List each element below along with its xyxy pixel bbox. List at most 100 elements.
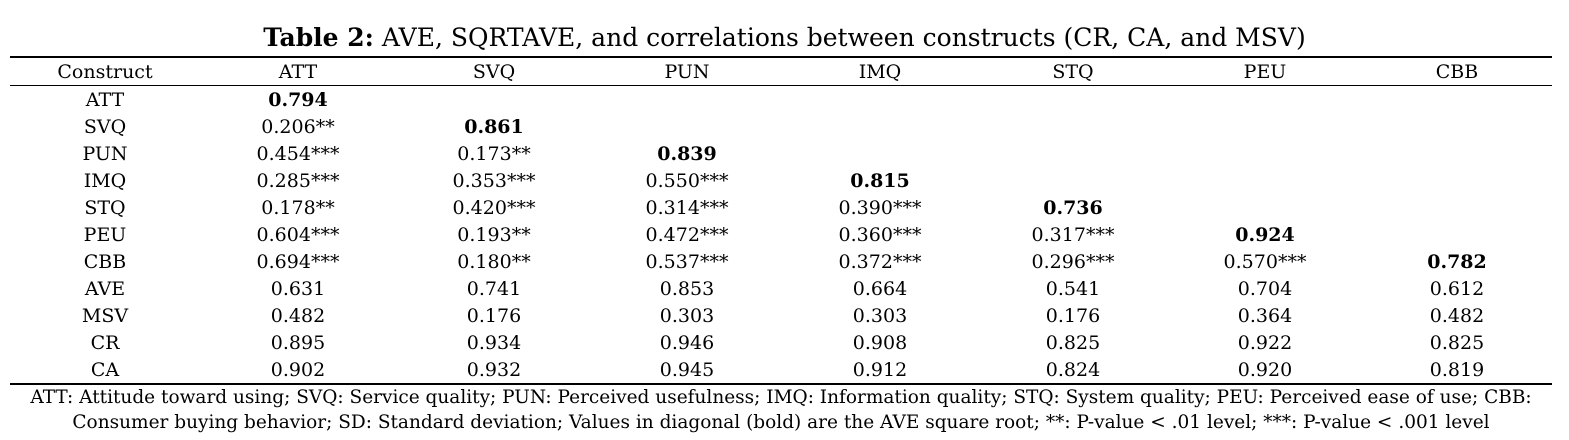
- table-cell: 0.390***: [838, 196, 922, 219]
- table-cell: 0.360***: [838, 223, 922, 246]
- table-row: IMQ 0.285*** 0.353*** 0.550*** 0.815: [10, 167, 1552, 194]
- table-cell: [978, 140, 1168, 167]
- table-cell: 0.825: [1045, 331, 1101, 354]
- table-cell: [1362, 167, 1552, 194]
- table-cell: 0.631: [270, 277, 326, 300]
- table-cell: 0.317***: [1031, 223, 1115, 246]
- table-cell-diagonal: 0.794: [268, 88, 328, 111]
- table-cell: [978, 113, 1168, 140]
- table-row: MSV 0.482 0.176 0.303 0.303 0.176 0.364 …: [10, 302, 1552, 329]
- table-cell-diagonal: 0.861: [464, 115, 524, 138]
- table-cell-diagonal: 0.839: [657, 142, 717, 165]
- table-caption: Table 2: AVE, SQRTAVE, and correlations …: [0, 22, 1569, 54]
- table-cell: 0.353***: [452, 169, 536, 192]
- row-label: PUN: [82, 142, 128, 165]
- table-cell: 0.482: [270, 304, 326, 327]
- table-cell: 0.420***: [452, 196, 536, 219]
- table-cell: 0.741: [466, 277, 522, 300]
- row-label: AVE: [84, 277, 126, 300]
- table-cell: 0.550***: [645, 169, 729, 192]
- table-cell: 0.454***: [256, 142, 340, 165]
- table-row: CA 0.902 0.932 0.945 0.912 0.824 0.920 0…: [10, 356, 1552, 384]
- table-cell: 0.922: [1237, 331, 1293, 354]
- column-header: STQ: [1052, 60, 1094, 83]
- column-header: PEU: [1243, 60, 1287, 83]
- table-cell: [1362, 113, 1552, 140]
- table-cell: 0.303: [852, 304, 908, 327]
- table-cell: 0.895: [270, 331, 326, 354]
- table-cell: [1168, 167, 1362, 194]
- column-header: Construct: [57, 60, 153, 83]
- table-cell: 0.612: [1429, 277, 1485, 300]
- table-cell: 0.704: [1237, 277, 1293, 300]
- table-cell: 0.912: [852, 358, 908, 381]
- table-cell: 0.482: [1429, 304, 1485, 327]
- row-label: ATT: [85, 88, 125, 111]
- table-cell-diagonal: 0.815: [850, 169, 910, 192]
- row-label: STQ: [84, 196, 126, 219]
- table-cell: 0.694***: [256, 250, 340, 273]
- row-label: PEU: [83, 223, 127, 246]
- column-header: CBB: [1435, 60, 1479, 83]
- table-row: CBB 0.694*** 0.180** 0.537*** 0.372*** 0…: [10, 248, 1552, 275]
- table-cell: 0.176: [1045, 304, 1101, 327]
- row-label: MSV: [81, 304, 129, 327]
- table-cell: 0.825: [1429, 331, 1485, 354]
- table-cell: 0.902: [270, 358, 326, 381]
- table-cell: 0.303: [659, 304, 715, 327]
- table-cell: 0.541: [1045, 277, 1101, 300]
- table-cell-diagonal: 0.782: [1427, 250, 1487, 273]
- column-header: PUN: [664, 60, 710, 83]
- table-cell: 0.314***: [645, 196, 729, 219]
- table-caption-label: Table 2:: [263, 23, 374, 52]
- table-cell: 0.908: [852, 331, 908, 354]
- table-cell: 0.173**: [457, 142, 531, 165]
- table-cell: 0.945: [659, 358, 715, 381]
- table-cell-diagonal: 0.924: [1235, 223, 1295, 246]
- table-cell: 0.932: [466, 358, 522, 381]
- table-cell: 0.372***: [838, 250, 922, 273]
- column-header: SVQ: [472, 60, 516, 83]
- table-row: STQ 0.178** 0.420*** 0.314*** 0.390*** 0…: [10, 194, 1552, 221]
- table-row: PUN 0.454*** 0.173** 0.839: [10, 140, 1552, 167]
- table-header-row: Construct ATT SVQ PUN IMQ STQ PEU CBB: [10, 57, 1552, 86]
- table-cell: 0.193**: [457, 223, 531, 246]
- table-cell: 0.853: [659, 277, 715, 300]
- table-cell: [782, 140, 978, 167]
- table-cell: 0.946: [659, 331, 715, 354]
- footnote-line: ATT: Attitude toward using; SVQ: Service…: [30, 387, 1532, 408]
- table-cell: 0.570***: [1223, 250, 1307, 273]
- table-cell: 0.604***: [256, 223, 340, 246]
- table-cell: 0.920: [1237, 358, 1293, 381]
- table-row: CR 0.895 0.934 0.946 0.908 0.825 0.922 0…: [10, 329, 1552, 356]
- column-header: IMQ: [858, 60, 902, 83]
- row-label: CBB: [83, 250, 127, 273]
- table-cell: 0.206**: [261, 115, 335, 138]
- table-cell: 0.472***: [645, 223, 729, 246]
- table-cell: 0.537***: [645, 250, 729, 273]
- table-cell: [1362, 221, 1552, 248]
- table-row: PEU 0.604*** 0.193** 0.472*** 0.360*** 0…: [10, 221, 1552, 248]
- table-cell: [592, 86, 782, 114]
- table-cell: [1362, 194, 1552, 221]
- row-label: CA: [90, 358, 120, 381]
- table-row: ATT 0.794: [10, 86, 1552, 114]
- table-cell: 0.176: [466, 304, 522, 327]
- table-cell: [1168, 113, 1362, 140]
- table-cell: [1168, 140, 1362, 167]
- row-label: IMQ: [83, 169, 127, 192]
- row-label: SVQ: [83, 115, 127, 138]
- table-cell: [1362, 86, 1552, 114]
- table-cell: [782, 113, 978, 140]
- table-cell: [592, 113, 782, 140]
- table-cell: 0.180**: [457, 250, 531, 273]
- row-label: CR: [90, 331, 120, 354]
- table-row: SVQ 0.206** 0.861: [10, 113, 1552, 140]
- table-cell: 0.824: [1045, 358, 1101, 381]
- table-footnote: ATT: Attitude toward using; SVQ: Service…: [10, 385, 1552, 435]
- table-cell: [978, 86, 1168, 114]
- table-cell: [1168, 86, 1362, 114]
- table-cell: 0.285***: [256, 169, 340, 192]
- table-cell: [1362, 140, 1552, 167]
